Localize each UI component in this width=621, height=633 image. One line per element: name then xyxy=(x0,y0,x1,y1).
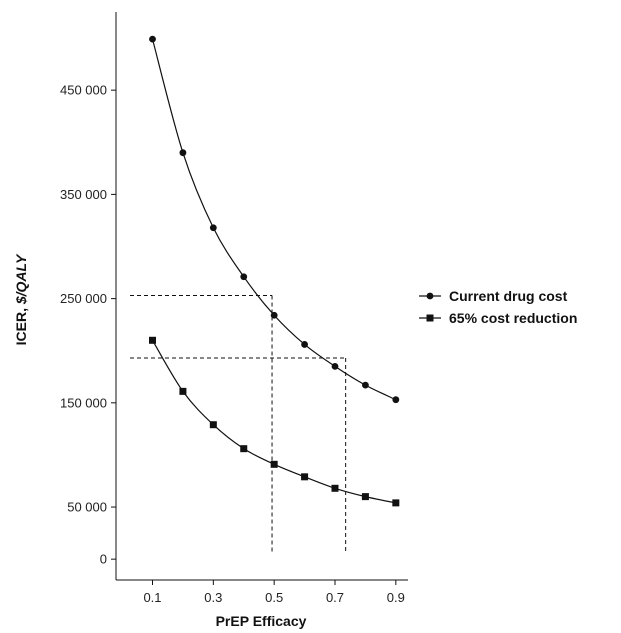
series-2-point xyxy=(361,493,369,501)
series-2-point xyxy=(392,499,400,507)
series-2-point xyxy=(209,421,217,429)
x-tick-label: 0.7 xyxy=(326,590,344,605)
series-2-point xyxy=(301,473,309,481)
series-1-point xyxy=(149,35,156,43)
legend-marker-circle xyxy=(426,292,434,300)
series-layer xyxy=(149,35,400,507)
series-line-2 xyxy=(151,339,396,504)
y-tick-label: 250 000 xyxy=(60,291,107,306)
series-1-point xyxy=(240,273,248,281)
reference-lines xyxy=(130,294,347,553)
series-1-point xyxy=(331,362,339,370)
y-axis-title: ICER, $/QALY xyxy=(13,253,29,345)
x-tick-label: 0.9 xyxy=(387,590,405,605)
legend-item-65-cost-reduction: 65% cost reduction xyxy=(419,310,577,326)
legend-label-current: Current drug cost xyxy=(449,288,568,304)
series-1-point xyxy=(209,224,217,232)
legend-marker-square xyxy=(426,314,434,322)
y-tick-label: 0 xyxy=(100,552,107,567)
y-tick-label: 450 000 xyxy=(60,83,107,98)
series-1-point xyxy=(392,396,400,404)
legend-label-reduction: 65% cost reduction xyxy=(449,310,577,326)
series-1-point xyxy=(270,311,278,319)
x-tick-label: 0.5 xyxy=(265,590,283,605)
legend: Current drug cost 65% cost reduction xyxy=(419,288,577,326)
y-tick-label: 350 000 xyxy=(60,187,107,202)
series-2-point xyxy=(331,484,339,492)
y-axis-title-italic: $/QALY xyxy=(13,253,29,305)
series-2-point xyxy=(149,336,156,344)
series-line-1 xyxy=(151,38,397,401)
series-1-point xyxy=(179,149,187,157)
series-2-point xyxy=(270,460,278,468)
legend-item-current-drug-cost: Current drug cost xyxy=(419,288,568,304)
y-tick-label: 50 000 xyxy=(67,500,107,515)
series-2-point xyxy=(179,387,187,395)
x-tick-label: 0.3 xyxy=(204,590,222,605)
axes xyxy=(115,12,408,581)
x-axis-title: PrEP Efficacy xyxy=(216,613,307,629)
series-1-point xyxy=(301,341,308,348)
ticks: 0.1 0.3 0.5 0.7 0.9 0 50 000 150 000 250 000 350 … xyxy=(60,83,405,605)
series-1-point xyxy=(362,381,369,389)
y-axis-title-plain: ICER, xyxy=(13,304,29,345)
y-tick-label: 150 000 xyxy=(60,395,107,410)
series-2-point xyxy=(240,445,248,453)
x-tick-label: 0.1 xyxy=(143,590,161,605)
